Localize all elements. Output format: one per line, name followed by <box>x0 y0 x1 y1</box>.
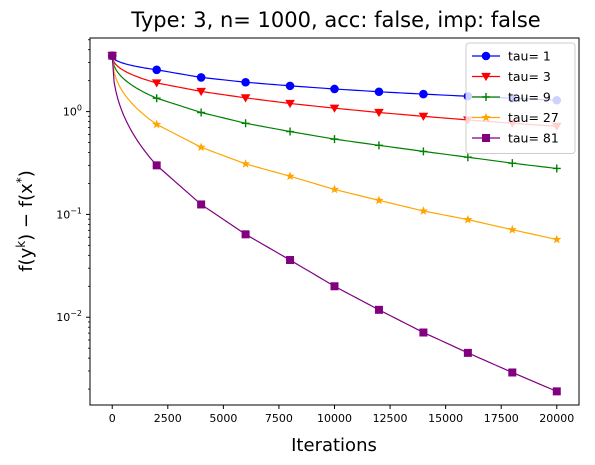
data-point <box>108 51 117 60</box>
legend-marker <box>481 72 491 82</box>
data-point <box>329 184 340 194</box>
data-point <box>419 89 428 99</box>
data-point <box>374 141 383 150</box>
data-point <box>463 214 473 224</box>
x-axis-title: Iterations <box>291 435 377 456</box>
data-point <box>508 159 517 168</box>
data-point <box>374 108 384 118</box>
data-point <box>329 104 340 113</box>
data-point <box>463 348 472 357</box>
x-tick-label: 15000 <box>428 412 463 425</box>
x-tick-label: 7500 <box>265 412 293 425</box>
data-point <box>241 230 250 239</box>
data-point <box>552 387 561 396</box>
data-point <box>197 108 206 117</box>
y-tick-label: 100 <box>63 104 82 119</box>
legend-item-1: tau= 1 <box>472 49 551 64</box>
data-point <box>241 119 250 128</box>
data-point <box>508 368 517 377</box>
data-point <box>552 164 561 173</box>
data-point <box>196 73 206 82</box>
legend: tau= 1 tau= 3 tau= 9 tau= 27 tau= 81 <box>465 42 576 154</box>
legend-item-4: tau= 27 <box>472 110 559 125</box>
data-point <box>151 79 162 88</box>
data-point <box>285 81 295 91</box>
y-tick-label: 10−2 <box>56 309 82 324</box>
data-point <box>418 206 428 215</box>
y-axis-title-part1: f(y <box>16 247 37 271</box>
legend-marker <box>481 112 491 122</box>
legend-label: tau= 81 <box>508 131 559 146</box>
data-point <box>419 147 428 156</box>
data-point <box>286 127 295 136</box>
y-tick-label: 10−1 <box>56 206 82 221</box>
data-point <box>330 282 339 291</box>
data-point <box>240 94 251 103</box>
legend-marker <box>481 51 491 61</box>
data-point <box>286 256 295 265</box>
y-axis-title-part3: ) <box>16 170 37 177</box>
legend-label: tau= 3 <box>508 69 551 84</box>
x-tick-label: 17500 <box>484 412 519 425</box>
legend-label: tau= 1 <box>508 49 551 64</box>
series-5 <box>108 51 561 396</box>
data-point <box>463 153 472 162</box>
data-point <box>418 112 429 121</box>
legend-marker <box>482 93 490 101</box>
y-axis: 10−2 10−1 100 <box>56 39 90 390</box>
data-point <box>374 305 383 314</box>
legend-box <box>465 42 576 154</box>
x-tick-label: 12500 <box>373 412 408 425</box>
y-axis-title: f(yk) − f(x*) <box>14 170 37 272</box>
data-point <box>285 99 295 109</box>
legend-label: tau= 27 <box>508 110 559 125</box>
x-axis: 0 2500 5000 7500 10000 12500 15000 17500 20000 <box>109 405 574 425</box>
data-point <box>241 159 251 168</box>
data-point <box>374 195 384 205</box>
data-point <box>552 234 562 244</box>
data-point <box>197 200 206 209</box>
data-point <box>196 142 206 152</box>
data-point <box>241 77 250 87</box>
legend-item-3: tau= 9 <box>472 90 551 105</box>
y-axis-title-sup1: k <box>14 241 28 248</box>
data-point <box>196 87 206 97</box>
data-point <box>507 224 517 234</box>
legend-marker <box>482 134 490 142</box>
x-tick-label: 10000 <box>317 412 352 425</box>
x-tick-label: 20000 <box>539 412 574 425</box>
chart-title: Type: 3, n= 1000, acc: false, imp: false <box>130 8 540 32</box>
legend-item-5: tau= 81 <box>472 131 559 146</box>
y-axis-title-part2: ) − f(x <box>16 183 37 241</box>
x-tick-label: 0 <box>109 412 116 425</box>
legend-item-2: tau= 3 <box>472 69 551 84</box>
data-point <box>330 84 339 94</box>
y-axis-title-sup2: * <box>14 177 28 183</box>
data-point <box>285 171 295 181</box>
data-point <box>374 87 384 97</box>
data-point <box>152 161 161 170</box>
x-tick-label: 2500 <box>154 412 182 425</box>
legend-label: tau= 9 <box>508 90 551 105</box>
x-tick-label: 5000 <box>209 412 237 425</box>
data-point <box>330 135 339 144</box>
data-point <box>419 328 428 337</box>
data-point <box>152 94 161 103</box>
data-point <box>152 65 161 75</box>
data-point <box>152 119 162 129</box>
